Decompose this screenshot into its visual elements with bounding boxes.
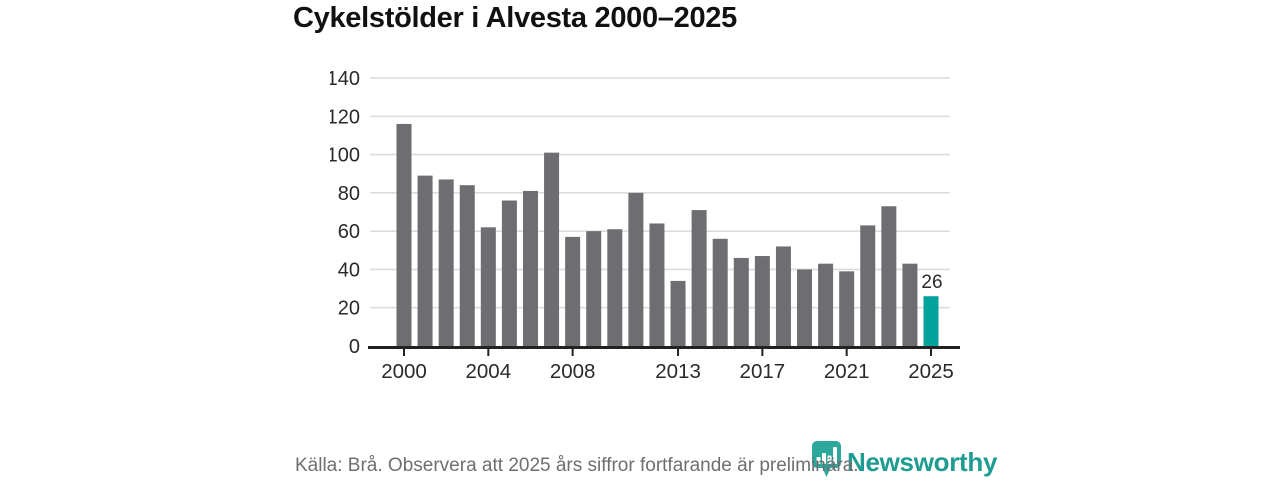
bar-2016 — [733, 257, 749, 346]
chart-title: Cykelstölder i Alvesta 2000–2025 — [293, 2, 737, 34]
bar-chart: 0 20 40 60 80 100 120 140 2000 2004 2008 2013 2017 20… — [330, 68, 960, 383]
bar-2018 — [775, 246, 791, 346]
y-axis-label-140: 140 — [330, 68, 360, 90]
bar-2001 — [417, 175, 433, 346]
y-axis-label-120: 120 — [330, 106, 360, 128]
bar-2007 — [544, 152, 560, 346]
y-axis-label-0: 0 — [349, 336, 360, 358]
y-axis-label-60: 60 — [338, 221, 360, 243]
bar-2017 — [754, 256, 770, 346]
x-axis-label-2021: 2021 — [824, 360, 870, 383]
bar-2023 — [881, 206, 897, 346]
bar-2022 — [860, 225, 876, 346]
x-axis-label-2025: 2025 — [908, 360, 954, 383]
bar-2014 — [691, 210, 707, 346]
newsworthy-barchart-badge-icon — [812, 441, 841, 477]
x-axis-label-2017: 2017 — [740, 360, 786, 383]
bar-2002 — [438, 179, 454, 346]
x-axis-label-2013: 2013 — [655, 360, 701, 383]
y-axis-label-20: 20 — [338, 298, 360, 320]
y-axis-label-100: 100 — [330, 145, 360, 167]
highlight-value-label: 26 — [921, 272, 942, 293]
source-note: Källa: Brå. Observera att 2025 års siffr… — [295, 455, 859, 476]
bar-2005 — [501, 200, 517, 346]
bar-2013 — [670, 280, 686, 346]
bar-2019 — [797, 269, 813, 346]
x-axis-label-2000: 2000 — [381, 360, 427, 383]
bar-2003 — [459, 185, 475, 346]
bar-2009 — [586, 231, 602, 346]
bar-2020 — [818, 263, 834, 346]
bar-2004 — [480, 227, 496, 346]
bar-2010 — [607, 229, 623, 346]
bar-2025 — [923, 296, 939, 346]
bar-2011 — [628, 192, 644, 346]
y-axis-label-80: 80 — [338, 183, 360, 205]
bar-2000 — [396, 123, 412, 346]
bar-2012 — [649, 223, 665, 346]
y-axis-label-40: 40 — [338, 259, 360, 281]
x-axis-label-2004: 2004 — [466, 360, 512, 383]
x-axis-label-2008: 2008 — [550, 360, 596, 383]
bar-2021 — [839, 271, 855, 346]
bar-2006 — [522, 190, 538, 346]
bar-2008 — [565, 236, 581, 346]
newsworthy-logo: Newsworthy — [810, 440, 997, 480]
bar-2015 — [712, 238, 728, 346]
bar-2024 — [902, 263, 918, 346]
newsworthy-wordmark: Newsworthy — [847, 447, 998, 477]
